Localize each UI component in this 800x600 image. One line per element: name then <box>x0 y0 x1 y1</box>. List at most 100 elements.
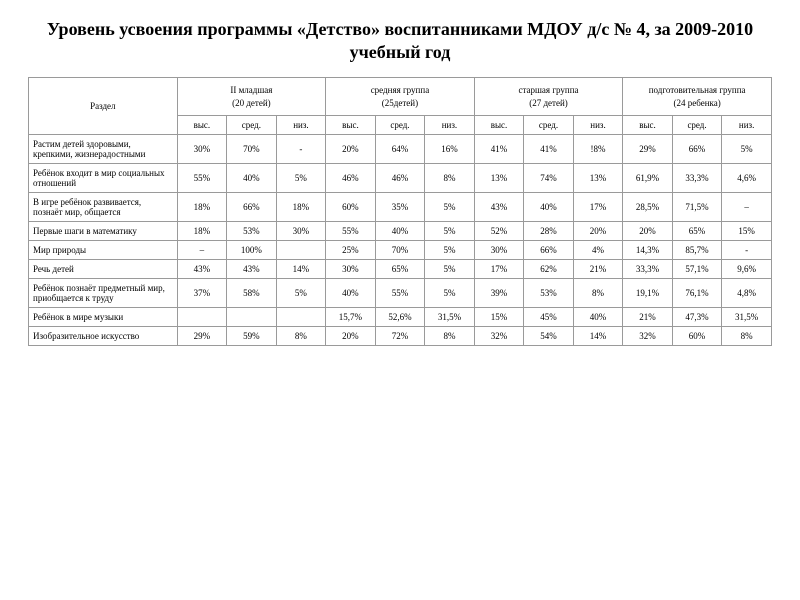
cell-value: 19,1% <box>623 279 673 308</box>
cell-value: 52% <box>474 222 524 241</box>
cell-value: 32% <box>623 327 673 346</box>
cell-value: 14,3% <box>623 241 673 260</box>
cell-value: 100% <box>227 241 277 260</box>
cell-value: 35% <box>375 193 425 222</box>
cell-value: 5% <box>276 279 326 308</box>
table-head: Раздел II младшая (20 детей) средняя гру… <box>29 78 772 135</box>
group-header-2: старшая группа (27 детей) <box>474 78 623 116</box>
cell-value: 45% <box>524 308 574 327</box>
cell-value: 5% <box>425 193 475 222</box>
cell-value: 20% <box>326 327 376 346</box>
subcol-header: выс. <box>177 116 227 135</box>
row-label: Растим детей здоровыми, крепкими, жизнер… <box>29 135 178 164</box>
cell-value: 71,5% <box>672 193 722 222</box>
subcol-header: сред. <box>375 116 425 135</box>
cell-value: - <box>276 135 326 164</box>
cell-value: 55% <box>326 222 376 241</box>
cell-value: – <box>722 193 772 222</box>
cell-value: 14% <box>276 260 326 279</box>
cell-value: 40% <box>375 222 425 241</box>
subcol-header: низ. <box>722 116 772 135</box>
cell-value: 8% <box>425 164 475 193</box>
cell-value: 20% <box>623 222 673 241</box>
table-row: Изобразительное искусство29%59%8%20%72%8… <box>29 327 772 346</box>
cell-value: 31,5% <box>425 308 475 327</box>
cell-value: 30% <box>474 241 524 260</box>
cell-value: 20% <box>573 222 623 241</box>
cell-value: 53% <box>524 279 574 308</box>
cell-value: !8% <box>573 135 623 164</box>
cell-value: 43% <box>227 260 277 279</box>
cell-value: 33,3% <box>672 164 722 193</box>
cell-value: 8% <box>573 279 623 308</box>
row-label: Мир природы <box>29 241 178 260</box>
section-header: Раздел <box>29 78 178 135</box>
cell-value: 17% <box>474 260 524 279</box>
cell-value: 46% <box>375 164 425 193</box>
cell-value: 76,1% <box>672 279 722 308</box>
cell-value: 70% <box>375 241 425 260</box>
cell-value: 53% <box>227 222 277 241</box>
cell-value: 30% <box>177 135 227 164</box>
cell-value: 30% <box>276 222 326 241</box>
cell-value: 16% <box>425 135 475 164</box>
cell-value: 52,6% <box>375 308 425 327</box>
cell-value: - <box>722 241 772 260</box>
table-row: Речь детей43%43%14%30%65%5%17%62%21%33,3… <box>29 260 772 279</box>
cell-value: 17% <box>573 193 623 222</box>
cell-value: 4% <box>573 241 623 260</box>
cell-value: 59% <box>227 327 277 346</box>
cell-value <box>276 308 326 327</box>
cell-value: 4,6% <box>722 164 772 193</box>
cell-value: 37% <box>177 279 227 308</box>
cell-value: 62% <box>524 260 574 279</box>
cell-value: 21% <box>623 308 673 327</box>
subcol-header: выс. <box>623 116 673 135</box>
cell-value: 46% <box>326 164 376 193</box>
cell-value: 5% <box>425 241 475 260</box>
cell-value: 15,7% <box>326 308 376 327</box>
cell-value: 4,8% <box>722 279 772 308</box>
cell-value: 57,1% <box>672 260 722 279</box>
group-name: средняя группа <box>371 85 430 95</box>
cell-value <box>177 308 227 327</box>
cell-value: 55% <box>177 164 227 193</box>
cell-value: 13% <box>573 164 623 193</box>
row-label: Изобразительное искусство <box>29 327 178 346</box>
cell-value: 40% <box>524 193 574 222</box>
cell-value: 72% <box>375 327 425 346</box>
cell-value: 5% <box>276 164 326 193</box>
cell-value: 39% <box>474 279 524 308</box>
cell-value: 20% <box>326 135 376 164</box>
cell-value: – <box>177 241 227 260</box>
subcol-header: низ. <box>573 116 623 135</box>
group-header-3: подготовительная группа (24 ребенка) <box>623 78 772 116</box>
group-header-0: II младшая (20 детей) <box>177 78 326 116</box>
cell-value: 66% <box>227 193 277 222</box>
cell-value: 5% <box>425 222 475 241</box>
cell-value: 25% <box>326 241 376 260</box>
subcol-header: низ. <box>425 116 475 135</box>
cell-value: 64% <box>375 135 425 164</box>
cell-value: 28,5% <box>623 193 673 222</box>
cell-value: 5% <box>425 260 475 279</box>
cell-value: 54% <box>524 327 574 346</box>
cell-value: 61,9% <box>623 164 673 193</box>
group-header-1: средняя группа (25детей) <box>326 78 475 116</box>
cell-value: 85,7% <box>672 241 722 260</box>
table-row: Мир природы–100%25%70%5%30%66%4%14,3%85,… <box>29 241 772 260</box>
group-name: подготовительная группа <box>649 85 746 95</box>
cell-value: 60% <box>672 327 722 346</box>
group-note: (25детей) <box>382 98 418 108</box>
subcol-header: выс. <box>474 116 524 135</box>
cell-value: 13% <box>474 164 524 193</box>
cell-value: 43% <box>177 260 227 279</box>
cell-value: 74% <box>524 164 574 193</box>
row-label: Ребёнок входит в мир социальных отношени… <box>29 164 178 193</box>
subcol-header: сред. <box>672 116 722 135</box>
cell-value: 47,3% <box>672 308 722 327</box>
cell-value: 29% <box>177 327 227 346</box>
subcol-header: сред. <box>227 116 277 135</box>
cell-value: 40% <box>573 308 623 327</box>
cell-value: 32% <box>474 327 524 346</box>
